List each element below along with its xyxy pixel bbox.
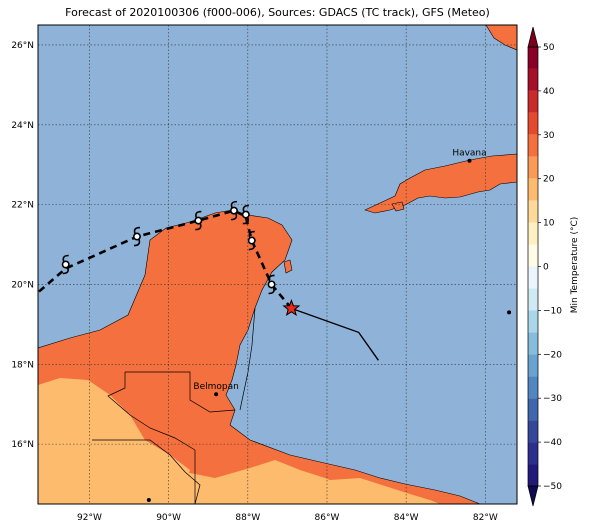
lat-tick-label: 24°N: [11, 121, 34, 131]
city-dot: [214, 392, 219, 397]
storm-symbols: [61, 200, 276, 295]
colorbar-tick-label: −20: [543, 350, 562, 360]
city-dot: [467, 158, 472, 163]
colorbar-bin: [528, 47, 538, 69]
colorbar-tick-label: −50: [543, 482, 562, 492]
lat-tick-label: 22°N: [11, 201, 34, 211]
colorbar-bin: [528, 68, 538, 91]
colorbar-bin: [528, 376, 538, 399]
colorbar-label: Min Temperature (°C): [570, 217, 580, 314]
land-isla-juventud: [391, 201, 405, 212]
colorbar-bin: [528, 398, 538, 421]
land-florida: [485, 25, 517, 51]
colorbar-tick-label: 50: [543, 43, 555, 53]
lon-tick-label: 90°W: [156, 513, 181, 523]
colorbar-bin: [528, 178, 538, 201]
colorbar: [527, 26, 539, 507]
land-cozumel: [283, 259, 293, 274]
land-mild-region-south: [80, 458, 380, 504]
storm-track-forecast: [38, 209, 293, 310]
storm-symbol-icon: [241, 204, 250, 225]
border-lines: [92, 307, 256, 504]
storm-symbol-icon: [247, 230, 256, 251]
city-label: Havana: [452, 149, 486, 159]
point-dot: [146, 498, 151, 503]
map-title: Forecast of 2020100306 (f000-006), Sourc…: [65, 6, 490, 19]
point-dot: [507, 310, 512, 315]
colorbar-tick-label: −40: [543, 438, 562, 448]
land-cuba: [364, 153, 517, 214]
lon-tick-label: 88°W: [235, 513, 260, 523]
colorbar-tick-label: −10: [543, 306, 562, 316]
colorbar-min-arrow-icon: [527, 485, 539, 507]
colorbar-bin: [528, 442, 538, 465]
land-yucatan-central-america: [38, 209, 481, 504]
lon-tick-label: 82°W: [473, 513, 498, 523]
colorbar-bin: [528, 200, 538, 223]
land-mild-region-se: [330, 478, 440, 504]
colorbar-tick-labels: 50 40 30 20 10 0 −10 −20 −30 −40 −50: [538, 43, 562, 492]
lat-tick-label: 20°N: [11, 280, 34, 290]
colorbar-bin: [528, 420, 538, 443]
colorbar-bin: [528, 464, 538, 486]
lon-tick-label: 86°W: [315, 513, 340, 523]
colorbar-tick-label: 40: [543, 87, 555, 97]
colorbar-bin: [528, 156, 538, 179]
colorbar-tick-label: 10: [543, 219, 555, 229]
storm-symbol-icon: [194, 210, 203, 231]
colorbar-bin: [528, 222, 538, 245]
storm-symbol-icon: [229, 200, 238, 221]
colorbar-bin: [528, 288, 538, 311]
colorbar-max-arrow-icon: [527, 26, 539, 48]
colorbar-bin: [528, 134, 538, 157]
storm-symbol-icon: [267, 274, 276, 295]
storm-symbol-icon: [61, 254, 70, 275]
latitude-tick-labels: 16°N 18°N 20°N 22°N 24°N 26°N: [11, 41, 34, 450]
colorbar-bin: [528, 354, 538, 377]
city-label: Belmopan: [193, 382, 238, 392]
map-gridlines: [38, 25, 517, 504]
map-frame: [37, 24, 518, 505]
cities: Havana Belmopan: [146, 149, 512, 503]
colorbar-tick-label: 30: [543, 131, 555, 141]
colorbar-tick-label: 20: [543, 175, 555, 185]
storm-symbol-icon: [132, 226, 141, 247]
colorbar-bin: [528, 332, 538, 355]
colorbar-bin: [528, 90, 538, 113]
colorbar-bin: [528, 112, 538, 135]
lon-tick-label: 84°W: [394, 513, 419, 523]
colorbar-tick-label: −30: [543, 394, 562, 404]
longitude-tick-labels: 92°W 90°W 88°W 86°W 84°W 82°W: [77, 513, 498, 523]
current-position-star: [282, 298, 301, 317]
colorbar-tick-label: 0: [543, 263, 549, 273]
colorbar-bin: [528, 266, 538, 289]
colorbar-bin: [528, 310, 538, 333]
lon-tick-label: 92°W: [77, 513, 102, 523]
colorbar-bin: [528, 244, 538, 267]
storm-track-past: [291, 307, 379, 361]
lat-tick-label: 16°N: [11, 440, 34, 450]
lat-tick-label: 18°N: [11, 360, 34, 370]
lat-tick-label: 26°N: [11, 41, 34, 51]
